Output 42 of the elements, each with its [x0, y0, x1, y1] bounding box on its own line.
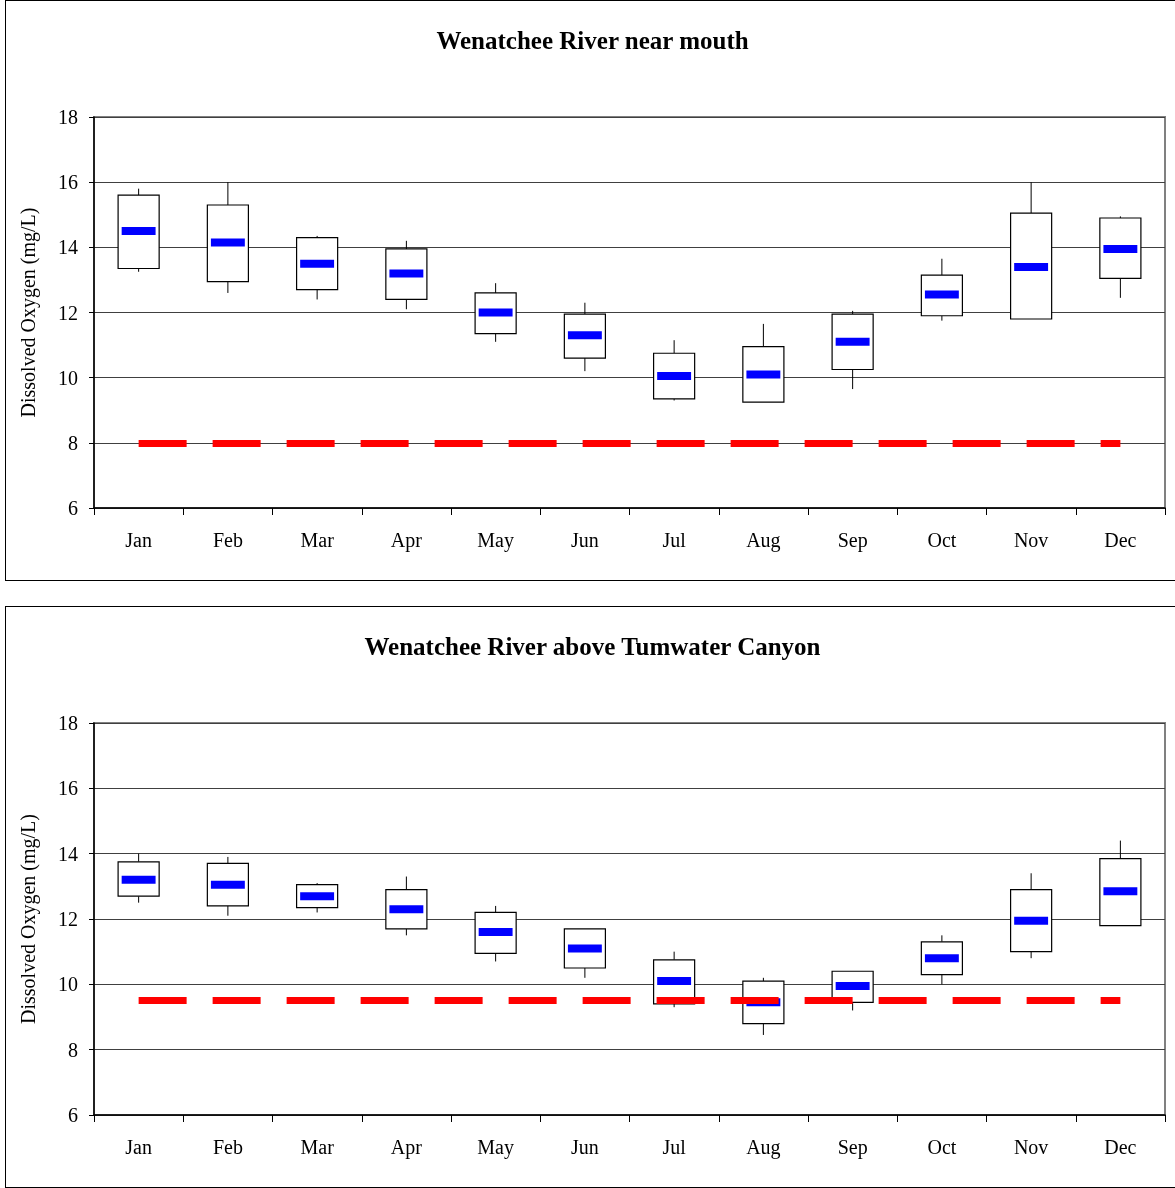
y-tick-label: 14	[58, 236, 78, 259]
y-tick-label: 12	[58, 301, 78, 324]
y-axis-title: Dissolved Oxygen (mg/L)	[17, 207, 40, 418]
y-axis-title: Dissolved Oxygen (mg/L)	[17, 814, 40, 1024]
y-tick-label: 8	[68, 1038, 78, 1061]
y-tick-label: 16	[58, 171, 78, 194]
x-tick-label: Sep	[837, 529, 868, 552]
x-tick-label: Mar	[300, 1136, 335, 1158]
chart-title: Wenatchee River near mouth	[436, 27, 749, 54]
x-tick-label: Feb	[212, 1136, 243, 1158]
x-tick-label: Nov	[1013, 1136, 1049, 1158]
y-tick-label: 18	[58, 106, 78, 128]
x-tick-label: Jul	[662, 1136, 687, 1158]
x-tick-label: Oct	[927, 1136, 957, 1158]
x-tick-label: Feb	[212, 529, 243, 551]
x-tick-label: Jan	[125, 529, 152, 551]
y-tick-label: 14	[58, 842, 78, 865]
chart-title: Wenatchee River above Tumwater Canyon	[364, 633, 821, 660]
x-tick-label: Apr	[390, 1136, 423, 1159]
y-tick-label: 10	[58, 973, 78, 996]
x-tick-label: Jan	[125, 1136, 152, 1158]
x-tick-label: Mar	[300, 529, 335, 551]
y-tick-label: 16	[58, 777, 78, 800]
x-tick-label: Dec	[1104, 529, 1137, 551]
y-tick-label: 6	[68, 497, 78, 519]
y-tick-label: 12	[58, 908, 78, 930]
x-tick-label: Aug	[746, 1136, 781, 1159]
y-tick-label: 8	[68, 431, 78, 454]
y-tick-label: 6	[68, 1104, 78, 1126]
x-tick-label: May	[477, 1136, 514, 1159]
y-tick-label: 10	[58, 366, 78, 389]
x-tick-label: Nov	[1013, 529, 1049, 551]
x-tick-label: Sep	[837, 1136, 868, 1159]
x-tick-label: Dec	[1104, 1136, 1137, 1158]
x-tick-label: Jun	[570, 529, 599, 551]
x-tick-label: Aug	[746, 529, 781, 552]
x-tick-label: Jul	[662, 529, 687, 551]
x-tick-label: Jun	[570, 1136, 599, 1158]
y-tick-label: 18	[58, 712, 78, 734]
x-tick-label: Apr	[390, 529, 423, 552]
x-tick-label: Oct	[927, 529, 957, 551]
x-tick-label: May	[477, 529, 514, 552]
